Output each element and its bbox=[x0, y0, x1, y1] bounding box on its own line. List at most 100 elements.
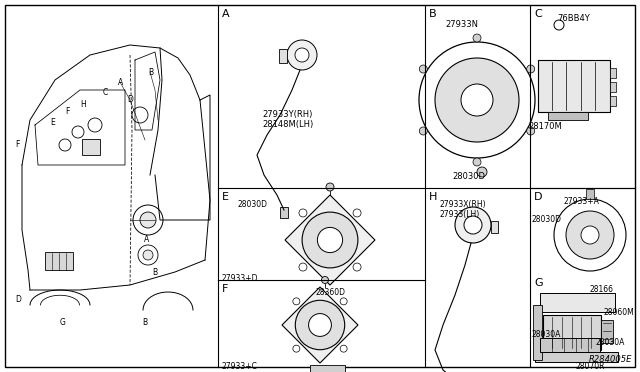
Text: 28070R: 28070R bbox=[575, 362, 605, 371]
Bar bbox=[310, 365, 345, 372]
Circle shape bbox=[419, 127, 428, 135]
Bar bbox=[543, 315, 601, 350]
Circle shape bbox=[293, 345, 300, 352]
Text: R284005E: R284005E bbox=[589, 355, 632, 364]
Text: 27933+C: 27933+C bbox=[222, 362, 258, 371]
Polygon shape bbox=[285, 195, 375, 285]
Text: 28030D: 28030D bbox=[452, 172, 485, 181]
Circle shape bbox=[340, 298, 347, 305]
Circle shape bbox=[461, 84, 493, 116]
Text: B: B bbox=[148, 68, 153, 77]
Text: G: G bbox=[60, 318, 66, 327]
Circle shape bbox=[295, 48, 309, 62]
Text: A: A bbox=[144, 235, 149, 244]
Circle shape bbox=[326, 183, 334, 191]
Circle shape bbox=[455, 207, 491, 243]
Circle shape bbox=[581, 226, 599, 244]
Text: A: A bbox=[222, 9, 230, 19]
Circle shape bbox=[293, 298, 300, 305]
Circle shape bbox=[477, 167, 487, 177]
Text: 28166: 28166 bbox=[590, 285, 614, 294]
Text: 28030D: 28030D bbox=[237, 200, 267, 209]
Text: C: C bbox=[103, 88, 108, 97]
Text: H: H bbox=[80, 100, 86, 109]
Text: 28030A: 28030A bbox=[531, 330, 561, 339]
Circle shape bbox=[321, 276, 328, 283]
Circle shape bbox=[554, 20, 564, 30]
Circle shape bbox=[554, 199, 626, 271]
Text: 28360D: 28360D bbox=[315, 288, 345, 297]
Circle shape bbox=[353, 209, 361, 217]
Text: G: G bbox=[534, 278, 543, 288]
Circle shape bbox=[132, 107, 148, 123]
Text: 27933+D: 27933+D bbox=[222, 274, 259, 283]
Bar bbox=[586, 189, 594, 199]
Text: F: F bbox=[15, 140, 19, 149]
Text: E: E bbox=[222, 192, 229, 202]
Circle shape bbox=[302, 212, 358, 268]
Circle shape bbox=[527, 65, 534, 73]
Bar bbox=[548, 112, 588, 120]
Text: 27933X(RH): 27933X(RH) bbox=[440, 200, 486, 209]
Bar bbox=[491, 221, 498, 233]
Circle shape bbox=[88, 118, 102, 132]
Bar bbox=[610, 82, 616, 92]
Text: 27933Y(RH): 27933Y(RH) bbox=[262, 110, 312, 119]
Circle shape bbox=[299, 263, 307, 271]
Text: F: F bbox=[65, 107, 69, 116]
Circle shape bbox=[527, 127, 534, 135]
Text: D: D bbox=[127, 95, 133, 104]
Text: 76BB4Y: 76BB4Y bbox=[557, 14, 589, 23]
Text: 27933(LH): 27933(LH) bbox=[440, 210, 480, 219]
Circle shape bbox=[419, 65, 428, 73]
Bar bbox=[45, 252, 73, 270]
Circle shape bbox=[140, 212, 156, 228]
Circle shape bbox=[72, 126, 84, 138]
Circle shape bbox=[419, 42, 535, 158]
Circle shape bbox=[566, 211, 614, 259]
Circle shape bbox=[464, 216, 482, 234]
Circle shape bbox=[308, 314, 332, 336]
Bar bbox=[538, 60, 610, 112]
Bar bbox=[533, 305, 542, 360]
Circle shape bbox=[138, 245, 158, 265]
Bar bbox=[82, 139, 100, 155]
Text: 28148M(LH): 28148M(LH) bbox=[262, 120, 313, 129]
Circle shape bbox=[299, 209, 307, 217]
Bar bbox=[610, 68, 616, 78]
Circle shape bbox=[473, 158, 481, 166]
Text: 27933N: 27933N bbox=[445, 20, 478, 29]
Text: D: D bbox=[15, 295, 21, 304]
Circle shape bbox=[143, 250, 153, 260]
Circle shape bbox=[435, 58, 519, 142]
Text: B: B bbox=[152, 268, 157, 277]
Text: 28030D: 28030D bbox=[532, 215, 562, 224]
Text: 28170M: 28170M bbox=[528, 122, 562, 131]
Text: B: B bbox=[142, 318, 147, 327]
Bar bbox=[601, 320, 613, 343]
Bar bbox=[540, 338, 600, 352]
Text: A: A bbox=[118, 78, 124, 87]
Circle shape bbox=[133, 205, 163, 235]
Bar bbox=[279, 49, 287, 63]
Text: 28030A: 28030A bbox=[596, 338, 625, 347]
Text: 27933+A: 27933+A bbox=[563, 197, 599, 206]
Text: C: C bbox=[534, 9, 541, 19]
Bar bbox=[610, 96, 616, 106]
Circle shape bbox=[473, 34, 481, 42]
Circle shape bbox=[295, 300, 345, 350]
Text: 28060M: 28060M bbox=[604, 308, 635, 317]
Circle shape bbox=[59, 139, 71, 151]
Bar bbox=[535, 352, 618, 362]
Circle shape bbox=[287, 40, 317, 70]
Bar bbox=[540, 293, 615, 312]
Text: D: D bbox=[534, 192, 543, 202]
Circle shape bbox=[340, 345, 347, 352]
Circle shape bbox=[317, 227, 342, 253]
Bar bbox=[280, 207, 288, 218]
Text: B: B bbox=[429, 9, 436, 19]
Text: H: H bbox=[429, 192, 437, 202]
Text: E: E bbox=[50, 118, 55, 127]
Text: F: F bbox=[222, 284, 228, 294]
Polygon shape bbox=[282, 287, 358, 363]
